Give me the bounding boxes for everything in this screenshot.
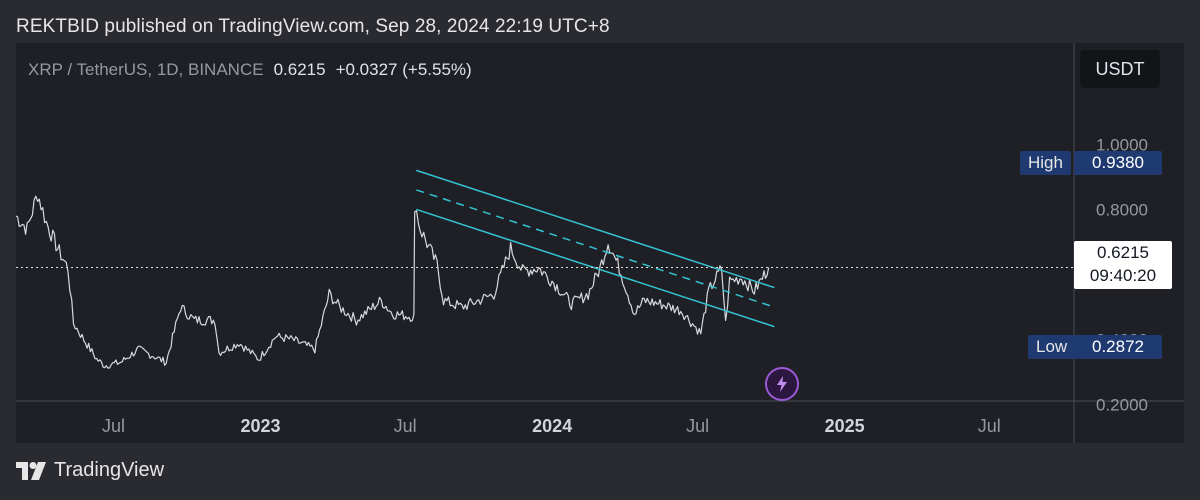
title-change: +0.0327 (+5.55%) bbox=[335, 60, 472, 79]
channel-upper-line bbox=[416, 169, 775, 289]
chart-area[interactable]: Jul2023Jul2024Jul2025Jul0.20000.40000.80… bbox=[16, 43, 1184, 443]
title-price: 0.6215 bbox=[273, 60, 326, 79]
last-price-value: 0.6215 bbox=[1097, 243, 1149, 262]
x-tick-label: 2023 bbox=[240, 416, 280, 436]
last-price-badge: 0.6215 09:40:20 bbox=[1074, 241, 1172, 289]
low-value: 0.2872 bbox=[1074, 335, 1162, 359]
channel-layer bbox=[16, 169, 1074, 328]
series-layer bbox=[16, 195, 770, 369]
price-series-line bbox=[16, 195, 770, 369]
x-tick-label: Jul bbox=[978, 416, 1001, 436]
axis-layer: Jul2023Jul2024Jul2025Jul0.20000.40000.80… bbox=[16, 43, 1184, 443]
chart-title: XRP / TetherUS, 1D, BINANCE 0.6215 +0.03… bbox=[28, 60, 472, 80]
x-tick-label: Jul bbox=[686, 416, 709, 436]
x-tick-label: 2024 bbox=[532, 416, 572, 436]
low-label: Low bbox=[1028, 335, 1076, 359]
y-tick-label: 1.0000 bbox=[1096, 135, 1148, 154]
x-tick-label: 2025 bbox=[825, 416, 865, 436]
brand-name: TradingView bbox=[54, 459, 165, 481]
high-label: High bbox=[1020, 151, 1071, 175]
price-chart[interactable]: Jul2023Jul2024Jul2025Jul0.20000.40000.80… bbox=[16, 43, 1184, 443]
x-tick-label: Jul bbox=[394, 416, 417, 436]
symbol-label: XRP / TetherUS, 1D, BINANCE bbox=[28, 60, 264, 79]
bar-countdown: 09:40:20 bbox=[1089, 266, 1157, 285]
channel-middle-line bbox=[416, 189, 775, 308]
channel-lower-line bbox=[416, 208, 775, 328]
high-value: 0.9380 bbox=[1074, 151, 1162, 175]
y-tick-label: 0.2000 bbox=[1096, 396, 1148, 415]
y-tick-label: 0.8000 bbox=[1096, 200, 1148, 219]
footer-branding: TradingView bbox=[16, 459, 164, 482]
x-tick-label: Jul bbox=[102, 416, 125, 436]
publish-header: REKTBID published on TradingView.com, Se… bbox=[16, 16, 610, 37]
tradingview-logo-icon bbox=[16, 461, 46, 480]
currency-button[interactable]: USDT bbox=[1080, 50, 1160, 88]
lightning-bolt-icon[interactable] bbox=[765, 367, 799, 401]
